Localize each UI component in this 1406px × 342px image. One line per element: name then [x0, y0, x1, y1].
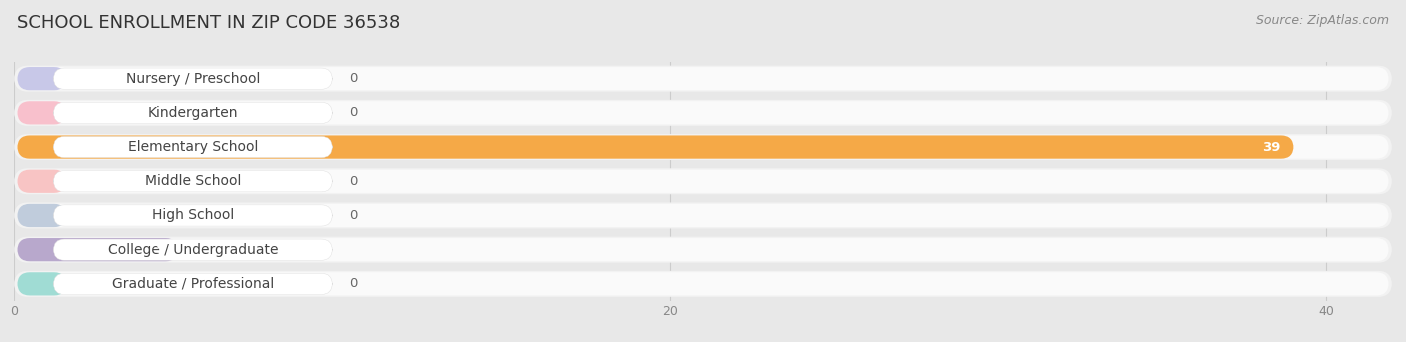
- FancyBboxPatch shape: [53, 102, 332, 123]
- FancyBboxPatch shape: [14, 202, 1392, 228]
- FancyBboxPatch shape: [14, 134, 1392, 160]
- FancyBboxPatch shape: [14, 237, 1392, 263]
- Text: High School: High School: [152, 209, 233, 222]
- FancyBboxPatch shape: [53, 205, 332, 226]
- FancyBboxPatch shape: [17, 67, 1389, 90]
- FancyBboxPatch shape: [17, 135, 1294, 159]
- Text: Middle School: Middle School: [145, 174, 240, 188]
- FancyBboxPatch shape: [53, 239, 332, 260]
- FancyBboxPatch shape: [53, 171, 332, 192]
- FancyBboxPatch shape: [17, 101, 66, 124]
- Text: SCHOOL ENROLLMENT IN ZIP CODE 36538: SCHOOL ENROLLMENT IN ZIP CODE 36538: [17, 14, 401, 32]
- Text: 0: 0: [349, 277, 357, 290]
- Text: 0: 0: [349, 72, 357, 85]
- FancyBboxPatch shape: [14, 100, 1392, 126]
- FancyBboxPatch shape: [14, 271, 1392, 297]
- Text: 5: 5: [156, 243, 165, 256]
- FancyBboxPatch shape: [17, 204, 66, 227]
- FancyBboxPatch shape: [53, 273, 332, 294]
- Text: 0: 0: [349, 175, 357, 188]
- FancyBboxPatch shape: [17, 204, 1389, 227]
- FancyBboxPatch shape: [17, 272, 66, 295]
- FancyBboxPatch shape: [17, 101, 1389, 124]
- Text: College / Undergraduate: College / Undergraduate: [108, 243, 278, 256]
- Text: Nursery / Preschool: Nursery / Preschool: [125, 72, 260, 86]
- FancyBboxPatch shape: [17, 170, 66, 193]
- FancyBboxPatch shape: [17, 238, 179, 261]
- FancyBboxPatch shape: [14, 66, 1392, 92]
- FancyBboxPatch shape: [17, 272, 1389, 295]
- FancyBboxPatch shape: [17, 170, 1389, 193]
- FancyBboxPatch shape: [53, 68, 332, 89]
- FancyBboxPatch shape: [17, 135, 1389, 159]
- FancyBboxPatch shape: [14, 168, 1392, 194]
- FancyBboxPatch shape: [53, 136, 332, 158]
- Text: Kindergarten: Kindergarten: [148, 106, 238, 120]
- Text: 0: 0: [349, 106, 357, 119]
- Text: Graduate / Professional: Graduate / Professional: [111, 277, 274, 291]
- Text: 0: 0: [349, 209, 357, 222]
- FancyBboxPatch shape: [17, 238, 1389, 261]
- Text: Source: ZipAtlas.com: Source: ZipAtlas.com: [1256, 14, 1389, 27]
- Text: Elementary School: Elementary School: [128, 140, 259, 154]
- Text: 39: 39: [1263, 141, 1281, 154]
- FancyBboxPatch shape: [17, 67, 66, 90]
